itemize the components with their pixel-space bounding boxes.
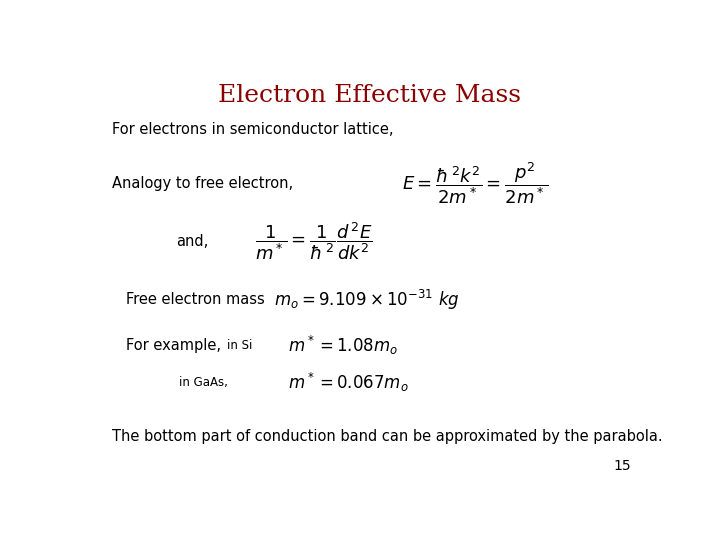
Text: Free electron mass: Free electron mass — [126, 292, 265, 307]
Text: in GaAs,: in GaAs, — [179, 376, 228, 389]
Text: in Si: in Si — [227, 339, 252, 352]
Text: $m_o = 9.109\times10^{-31}\ kg$: $m_o = 9.109\times10^{-31}\ kg$ — [274, 288, 459, 312]
Text: For electrons in semiconductor lattice,: For electrons in semiconductor lattice, — [112, 122, 394, 137]
Text: The bottom part of conduction band can be approximated by the parabola.: The bottom part of conduction band can b… — [112, 429, 663, 444]
Text: For example,: For example, — [126, 338, 221, 353]
Text: 15: 15 — [613, 459, 631, 473]
Text: $\dfrac{1}{m^*} = \dfrac{1}{\hbar^{\,2}}\dfrac{d^{\,2}E}{dk^2}$: $\dfrac{1}{m^*} = \dfrac{1}{\hbar^{\,2}}… — [255, 221, 372, 262]
Text: Analogy to free electron,: Analogy to free electron, — [112, 176, 294, 191]
Text: and,: and, — [176, 234, 209, 249]
Text: $E = \dfrac{\hbar^{\,2}k^2}{2m^*} = \dfrac{p^2}{2m^*}$: $E = \dfrac{\hbar^{\,2}k^2}{2m^*} = \dfr… — [402, 160, 549, 206]
Text: Electron Effective Mass: Electron Effective Mass — [217, 84, 521, 106]
Text: $m^* = 1.08m_o$: $m^* = 1.08m_o$ — [288, 334, 398, 357]
Text: $m^* = 0.067m_o$: $m^* = 0.067m_o$ — [288, 372, 409, 394]
